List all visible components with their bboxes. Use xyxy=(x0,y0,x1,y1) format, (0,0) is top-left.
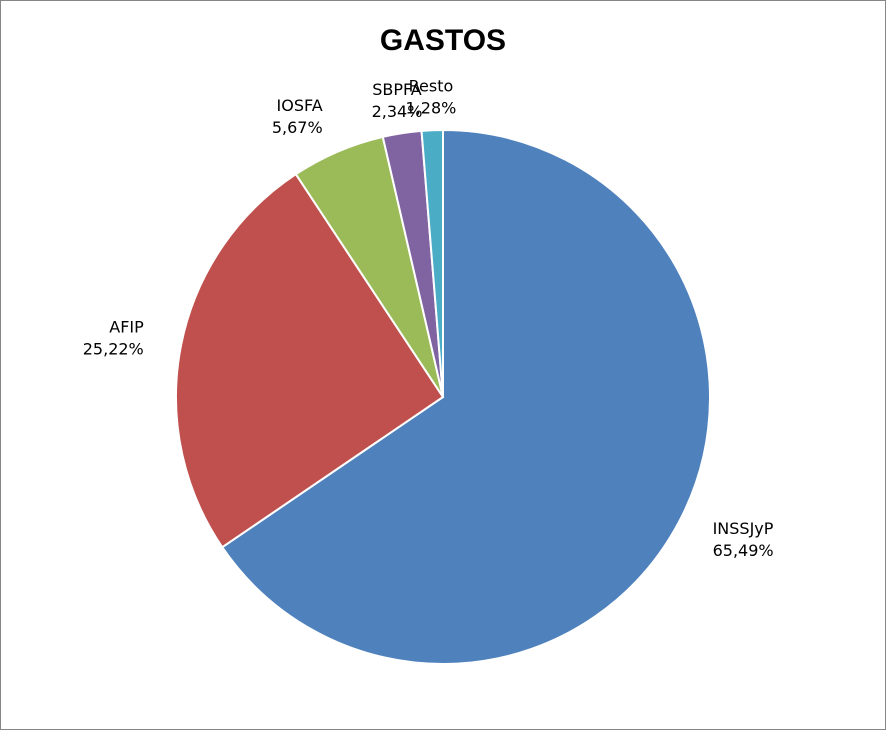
pie-slice xyxy=(420,128,444,398)
data-label-name: SBPFA xyxy=(372,80,422,99)
pie-slice xyxy=(175,172,445,549)
data-label-value: 1,28% xyxy=(406,99,457,118)
data-label-name: Resto xyxy=(409,77,454,96)
data-label-name: IOSFA xyxy=(277,96,323,115)
data-label-value: 25,22% xyxy=(83,339,144,358)
pie-slice xyxy=(220,128,711,665)
data-label-name: AFIP xyxy=(109,317,144,336)
data-label-value: 65,49% xyxy=(713,541,774,560)
data-label-value: 5,67% xyxy=(272,118,323,137)
chart-title: GASTOS xyxy=(380,24,506,57)
data-label-value: 2,34% xyxy=(372,102,423,121)
data-label-name: INSSJyP xyxy=(713,519,774,538)
